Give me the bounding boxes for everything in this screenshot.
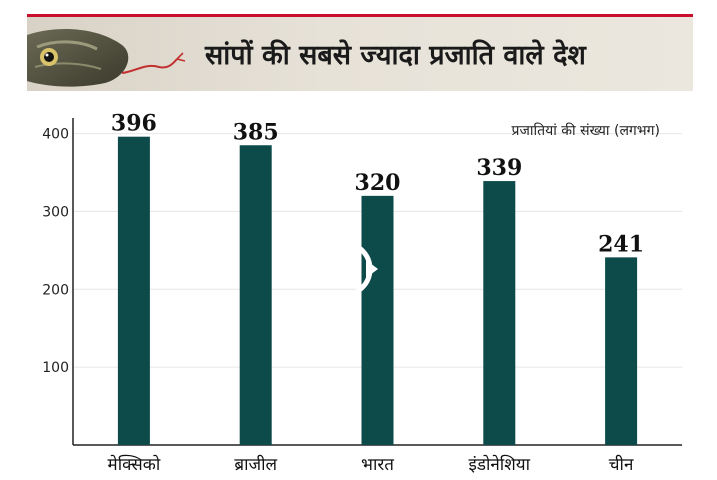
data-label: 339	[476, 155, 522, 181]
bar	[605, 257, 638, 445]
y-tick-label: 300	[42, 204, 69, 220]
bar	[239, 145, 272, 445]
snake-head-illustration	[27, 29, 186, 87]
legend-note: प्रजातियां की संख्या (लगभग)	[512, 122, 660, 139]
header-banner: सांपों की सबसे ज्यादा प्रजाति वाले देश	[27, 17, 693, 91]
y-tick-label: 400	[42, 127, 69, 143]
data-label: 320	[355, 170, 401, 196]
data-label: 241	[598, 231, 644, 257]
x-tick-label: भारत	[361, 455, 394, 475]
bar	[483, 181, 516, 446]
x-tick-label: इंडोनेशिया	[469, 454, 531, 475]
x-tick-label: ब्राजील	[234, 454, 277, 475]
bar	[117, 136, 150, 445]
x-tick-label: मेक्सिको	[108, 454, 161, 475]
y-tick-label: 200	[42, 282, 69, 298]
play-icon[interactable]	[340, 240, 392, 298]
x-tick-label: चीन	[609, 454, 634, 475]
y-tick-label: 100	[42, 360, 69, 376]
data-label: 385	[233, 119, 279, 145]
bar	[361, 195, 394, 445]
chart-title: सांपों की सबसे ज्यादा प्रजाति वाले देश	[205, 40, 586, 71]
data-label: 396	[111, 111, 157, 137]
